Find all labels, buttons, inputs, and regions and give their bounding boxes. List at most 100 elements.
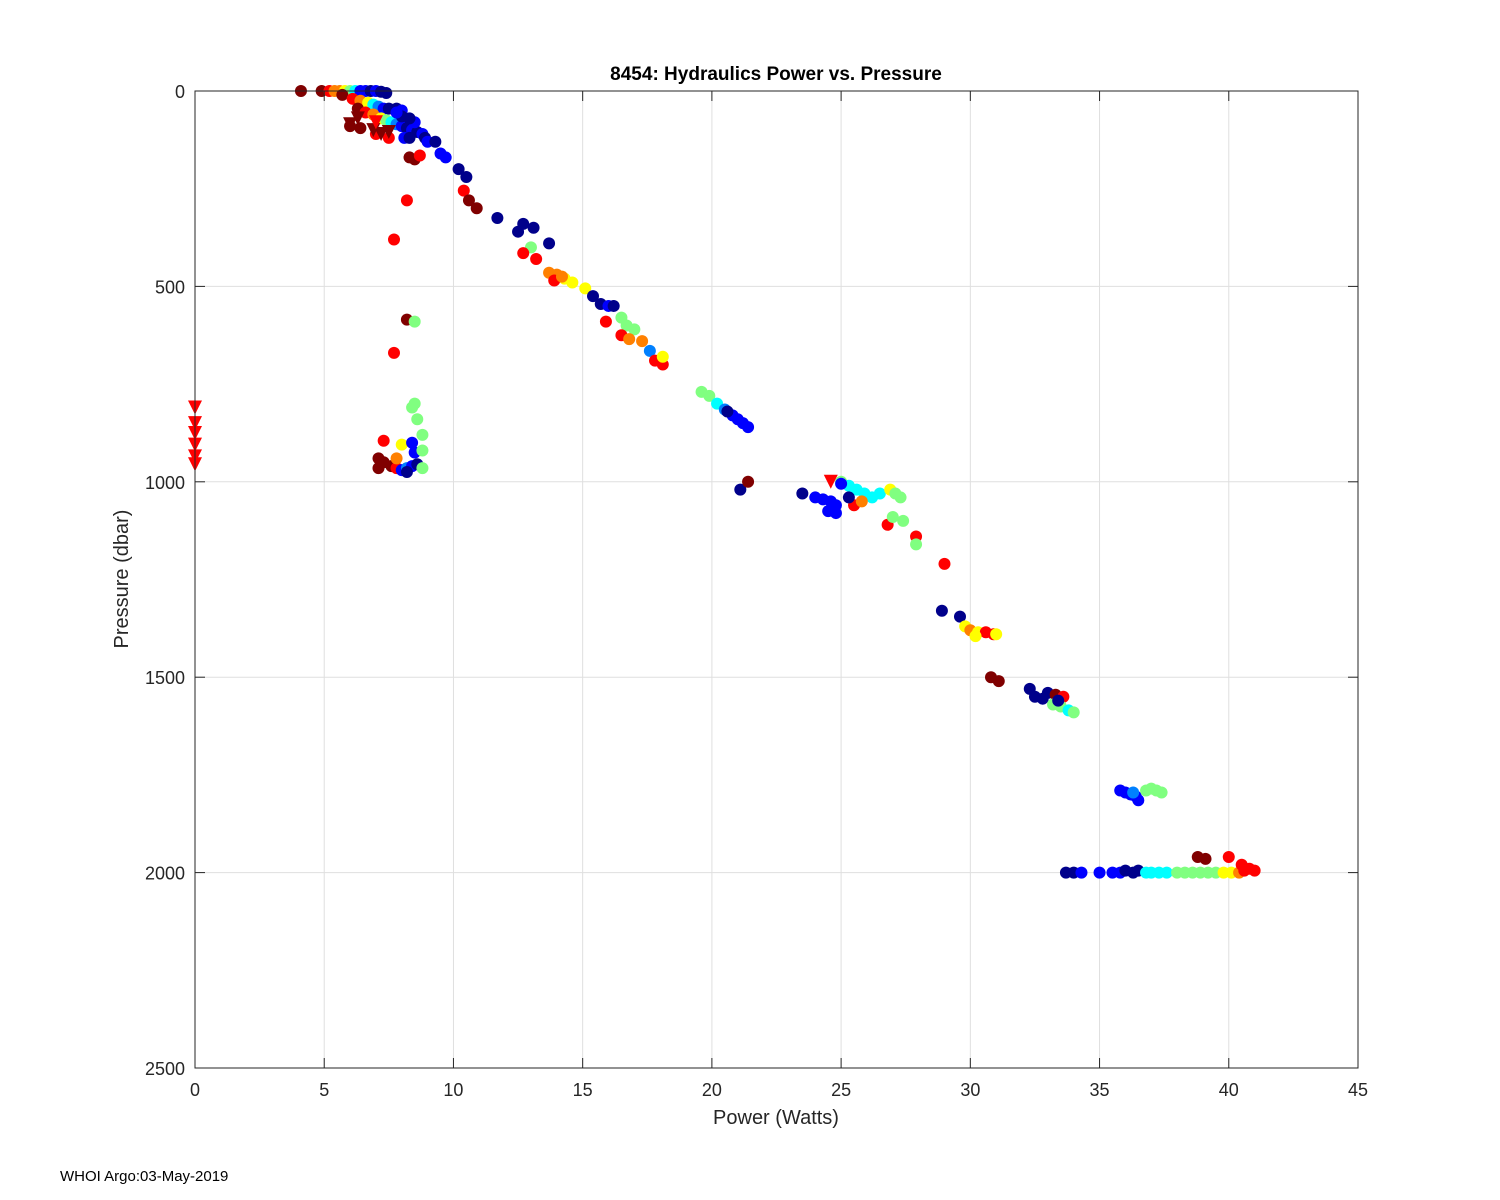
y-tick-label: 2000 [145, 864, 185, 884]
ascending-marker [530, 253, 543, 266]
ascending-marker [439, 151, 452, 164]
ascending-marker [894, 491, 907, 504]
ascending-marker [372, 462, 385, 475]
ascending-marker [336, 88, 349, 101]
ascending-marker [390, 106, 403, 119]
ascending-marker [1075, 866, 1088, 879]
ascending-marker [388, 233, 401, 246]
y-tick-label: 1000 [145, 473, 185, 493]
ascending-marker [992, 675, 1005, 688]
ascending-marker [457, 184, 470, 197]
descending-marker [350, 111, 365, 126]
ascending-marker [721, 405, 734, 418]
descending-marker [343, 117, 358, 132]
ascending-marker [460, 170, 473, 183]
y-axis-label: Pressure (dbar) [111, 510, 133, 649]
ascending-marker [354, 122, 367, 135]
ascending-marker [742, 475, 755, 488]
ascending-marker [897, 514, 910, 527]
ascending-marker [517, 217, 530, 230]
y-tick-label: 500 [155, 277, 185, 297]
ascending-marker [796, 487, 809, 500]
ascending-marker [873, 487, 886, 500]
x-tick-label: 0 [190, 1080, 200, 1100]
ascending-marker [587, 290, 600, 303]
ascending-marker [566, 276, 579, 289]
ascending-marker [835, 477, 848, 490]
ascending-marker [452, 163, 465, 176]
x-tick-label: 25 [831, 1080, 851, 1100]
descending-marker [381, 125, 396, 140]
x-tick-label: 30 [960, 1080, 980, 1100]
ascending-marker [403, 131, 416, 144]
ascending-marker [607, 299, 620, 312]
axes-background [195, 91, 1358, 1068]
ascending-marker [579, 282, 592, 295]
ascending-marker [1222, 850, 1235, 863]
ascending-marker [400, 194, 413, 207]
ascending-marker [910, 538, 923, 551]
ascending-marker [413, 149, 426, 162]
ascending-marker [935, 604, 948, 617]
x-tick-label: 35 [1090, 1080, 1110, 1100]
ascending-marker [406, 401, 419, 414]
ascending-marker [395, 438, 408, 451]
ascending-marker [938, 557, 951, 570]
ascending-marker [408, 315, 421, 328]
ascending-marker [643, 344, 656, 357]
ascending-marker [1235, 858, 1248, 871]
ascending-marker [380, 86, 393, 99]
ascending-marker [703, 389, 716, 402]
ascending-marker [623, 333, 636, 346]
ascending-marker [829, 507, 842, 520]
ascending-marker [855, 495, 868, 508]
ascending-marker [1155, 786, 1168, 799]
y-axis-ticks: 0 500 1000 1500 2000 2500 [145, 82, 1358, 1079]
ascending-marker [555, 270, 568, 283]
ascending-marker [411, 413, 424, 426]
ascending-marker [491, 212, 504, 225]
ascending-marker [416, 444, 429, 457]
ascending-marker [470, 202, 483, 215]
x-tick-label: 10 [443, 1080, 463, 1100]
chart-title: 8454: Hydraulics Power vs. Pressure [610, 64, 942, 85]
ascending-marker [990, 628, 1003, 641]
ascending-marker [953, 610, 966, 623]
x-tick-label: 45 [1348, 1080, 1368, 1100]
axes-frame [194, 90, 1359, 1069]
descending-marker [823, 474, 838, 489]
ascending-marker [1199, 852, 1212, 865]
y-tick-label: 0 [175, 82, 185, 102]
ascending-marker [742, 421, 755, 434]
descending-marker [368, 115, 383, 130]
footer-credit: WHOI Argo:03-May-2019 [60, 1168, 229, 1185]
ascending-marker [406, 436, 419, 449]
ascending-marker [969, 630, 982, 643]
x-axis-ticks: 0 5 10 15 20 25 30 35 40 45 [190, 91, 1368, 1100]
ascending-marker [656, 350, 669, 363]
ascending-marker [527, 221, 540, 234]
ascending-marker [636, 335, 649, 348]
ascending-marker [1127, 786, 1140, 799]
x-tick-label: 5 [319, 1080, 329, 1100]
ascending-marker [377, 434, 390, 447]
ascending-marker [543, 237, 556, 250]
ascending-marker [429, 135, 442, 148]
ascending-marker [517, 247, 530, 260]
ascending-marker [1052, 694, 1065, 707]
y-tick-label: 2500 [145, 1059, 185, 1079]
ascending-marker [400, 466, 413, 479]
ascending-marker [1160, 866, 1173, 879]
x-tick-label: 15 [573, 1080, 593, 1100]
ascending-marker [1093, 866, 1106, 879]
ascending-marker [462, 194, 475, 207]
ascending-marker [734, 483, 747, 496]
ascending-marker [416, 462, 429, 475]
ascending-marker [388, 346, 401, 359]
x-tick-label: 20 [702, 1080, 722, 1100]
ascending-marker [1248, 864, 1261, 877]
ascending-marker [599, 315, 612, 328]
ascending-marker [842, 491, 855, 504]
ascending-marker [628, 323, 641, 336]
